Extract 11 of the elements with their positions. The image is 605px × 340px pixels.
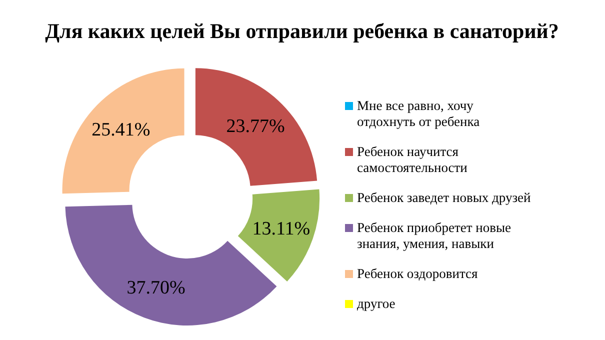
chart-title: Для каких целей Вы отправили ребенка в санаторий? — [45, 19, 559, 43]
legend-label: другое — [357, 296, 396, 311]
legend-label: Мне все равно, хочу отдохнуть от ребенка — [357, 98, 480, 129]
legend-label: Ребенок приобретет новые знания, умения, навыки — [357, 220, 512, 251]
data-label: 37.70% — [126, 277, 186, 298]
data-label: 23.77% — [226, 116, 286, 138]
legend-label: Ребенок научится самостоятельности — [357, 144, 468, 175]
data-label: 25.41% — [92, 120, 150, 141]
legend-label: Ребенок оздоровится — [357, 266, 478, 281]
data-label: 13.11% — [252, 218, 310, 240]
legend-label: Ребенок заведет новых друзей — [357, 190, 531, 205]
